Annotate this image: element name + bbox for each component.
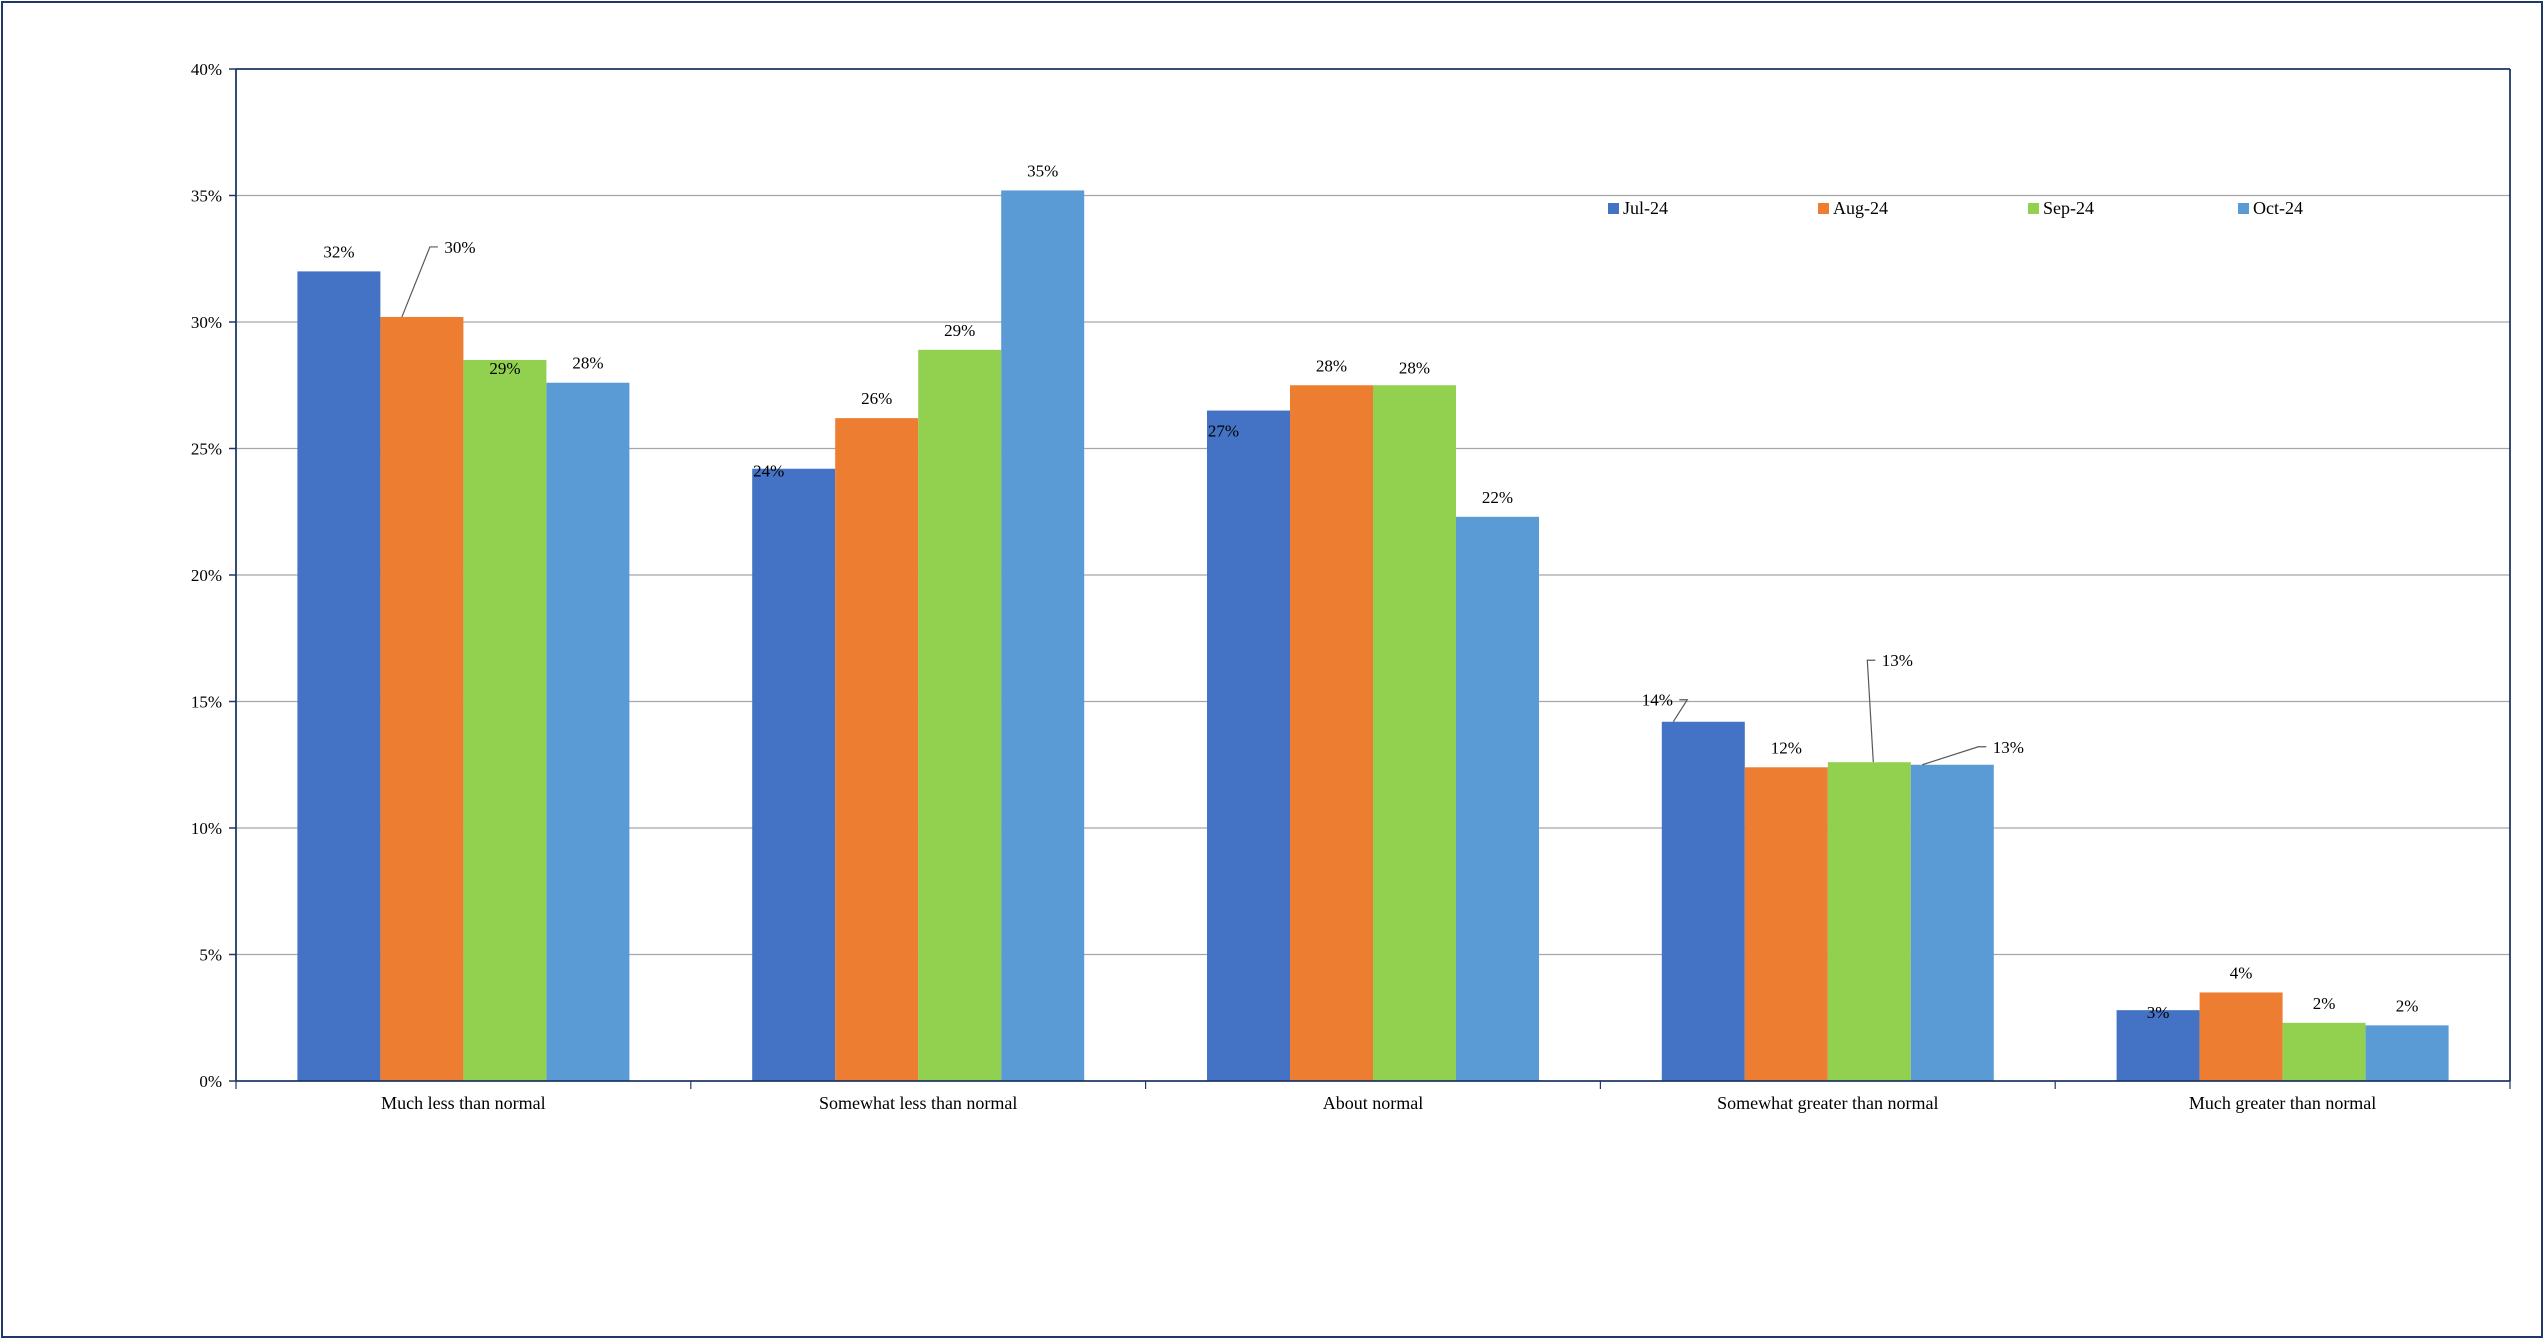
bar xyxy=(835,418,919,1081)
bar xyxy=(1910,764,1994,1081)
data-label: 2% xyxy=(2396,996,2419,1015)
bar xyxy=(1827,762,1911,1081)
data-label: 22% xyxy=(1482,488,1513,507)
bar xyxy=(752,468,836,1081)
data-label: 27% xyxy=(1208,422,1239,441)
bars xyxy=(297,190,2449,1082)
bar xyxy=(918,349,1002,1082)
bar xyxy=(1744,767,1828,1081)
bar xyxy=(2282,1022,2366,1081)
y-tick-label: 0% xyxy=(199,1072,222,1091)
legend-label: Aug-24 xyxy=(1833,198,1888,218)
data-label: 26% xyxy=(861,389,892,408)
y-tick-label: 25% xyxy=(191,440,222,459)
bar xyxy=(2365,1025,2449,1081)
x-category-label: About normal xyxy=(1323,1093,1424,1113)
bar xyxy=(2199,992,2283,1081)
data-label: 29% xyxy=(489,359,520,378)
data-label: 28% xyxy=(1316,356,1347,375)
x-category-label: Much greater than normal xyxy=(2189,1093,2376,1113)
label-leader-lines xyxy=(401,246,1987,766)
data-label: 30% xyxy=(444,238,475,257)
bar xyxy=(297,271,381,1081)
legend-swatch xyxy=(1818,203,1829,214)
y-tick-label: 35% xyxy=(191,187,222,206)
x-category-label: Somewhat greater than normal xyxy=(1717,1093,1938,1113)
leader-line xyxy=(1866,659,1876,763)
legend-label: Sep-24 xyxy=(2043,198,2094,218)
axes: 0% 5% 10% 15% 20% 25% 30% 35% 40% Much less than … xyxy=(191,60,2511,1113)
data-label: 24% xyxy=(753,462,784,481)
bar xyxy=(1373,385,1456,1081)
data-labels: 32% 30% 29% 28% 24% 26% 29% 35% 27% 28% 28% 22% 14% 1… xyxy=(323,161,2418,1022)
y-tick-label: 10% xyxy=(191,819,222,838)
data-label: 13% xyxy=(1993,738,2024,757)
data-label: 13% xyxy=(1882,651,1913,670)
bar xyxy=(1207,410,1290,1081)
leader-line xyxy=(1672,699,1689,723)
data-label: 3% xyxy=(2147,1003,2170,1022)
x-category-label: Much less than normal xyxy=(381,1093,545,1113)
y-tick-label: 5% xyxy=(199,946,222,965)
data-label: 4% xyxy=(2230,963,2253,982)
data-label: 28% xyxy=(1399,358,1430,377)
data-label: 35% xyxy=(1027,161,1058,180)
y-tick-label: 30% xyxy=(191,313,222,332)
bar xyxy=(2116,1010,2200,1081)
x-category-label: Somewhat less than normal xyxy=(819,1093,1017,1113)
legend-swatch xyxy=(2028,203,2039,214)
y-tick-label: 20% xyxy=(191,566,222,585)
leader-line xyxy=(401,246,438,318)
data-label: 2% xyxy=(2313,994,2336,1013)
legend-swatch xyxy=(2238,203,2249,214)
data-label: 28% xyxy=(572,354,603,373)
bar xyxy=(546,382,630,1082)
legend-swatch xyxy=(1608,203,1619,214)
bar xyxy=(1661,721,1745,1081)
data-label: 29% xyxy=(944,321,975,340)
data-label: 14% xyxy=(1642,691,1673,710)
bar xyxy=(1456,516,1539,1081)
leader-line xyxy=(1922,746,1987,766)
bar xyxy=(1290,385,1373,1081)
bar xyxy=(1001,190,1085,1081)
y-tick-label: 40% xyxy=(191,60,222,79)
data-label: 12% xyxy=(1771,738,1802,757)
bar xyxy=(380,316,464,1081)
bar xyxy=(463,359,547,1081)
y-tick-label: 15% xyxy=(191,693,222,712)
legend: Jul-24 Aug-24 Sep-24 Oct-24 xyxy=(1608,198,2303,218)
legend-label: Oct-24 xyxy=(2253,198,2303,218)
data-label: 32% xyxy=(323,242,354,261)
legend-label: Jul-24 xyxy=(1623,198,1668,218)
